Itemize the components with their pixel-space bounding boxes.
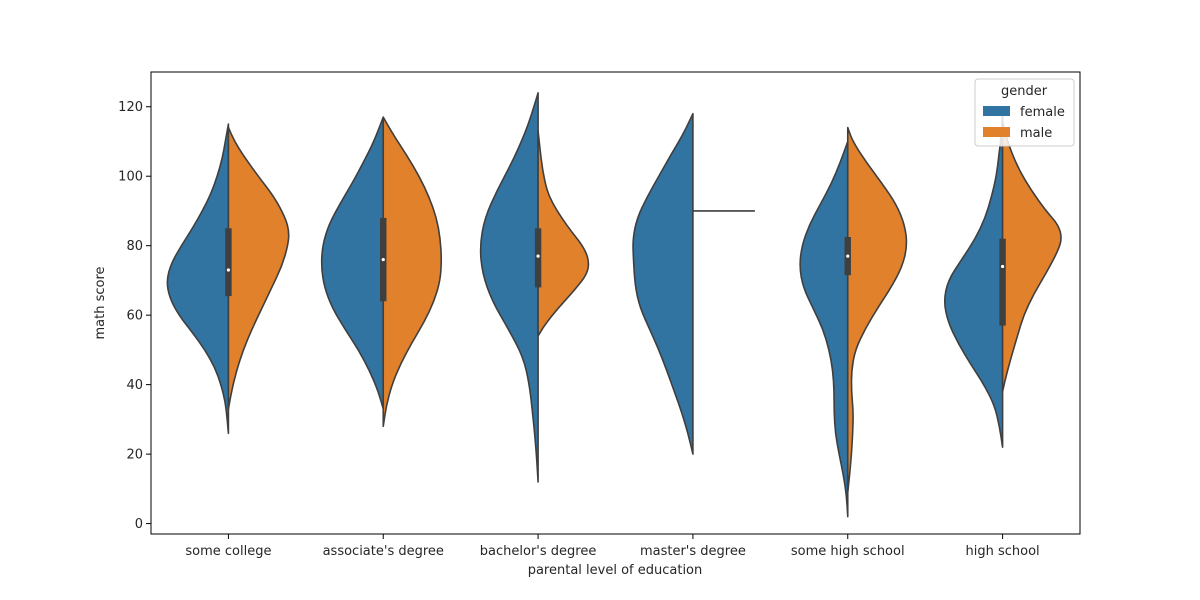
violin-male-4	[846, 126, 908, 494]
y-axis: 0 20 40 60 80 100 120	[118, 100, 151, 532]
iqr-box	[534, 228, 542, 288]
violin-male-0	[227, 126, 290, 410]
median-point	[1000, 264, 1005, 269]
plot-area-frame	[150, 71, 1081, 535]
legend-label-female: female	[1020, 105, 1065, 120]
y-tick-label: 80	[126, 239, 143, 254]
x-tick-label: bachelor's degree	[480, 544, 597, 559]
legend: gender female male	[974, 78, 1075, 147]
y-axis-title: math score	[93, 266, 108, 339]
violin-male-5	[1001, 119, 1062, 393]
x-tick-label: associate's degree	[323, 544, 444, 559]
violin-female-1	[320, 116, 385, 410]
median-point	[536, 254, 540, 258]
iqr-box	[225, 228, 232, 297]
x-tick-label: master's degree	[640, 544, 746, 559]
iqr-box	[999, 238, 1006, 326]
violin-female-2	[479, 92, 539, 483]
violin-male-2	[537, 130, 590, 337]
box-layer	[225, 217, 1006, 326]
x-tick-label: some college	[185, 544, 271, 559]
y-tick-label: 20	[126, 448, 143, 463]
median-point	[846, 254, 850, 258]
violin-female-0	[166, 123, 230, 435]
violin-female-3	[632, 112, 694, 455]
y-tick-label: 120	[118, 100, 143, 115]
violin-layer	[166, 92, 1062, 518]
y-tick-label: 60	[126, 309, 143, 324]
x-tick-label: high school	[966, 544, 1040, 559]
legend-swatch-female	[983, 106, 1010, 116]
violin-male-1	[382, 116, 443, 428]
median-point	[226, 268, 231, 272]
violin-female-5	[943, 112, 1004, 448]
median-point	[381, 257, 385, 262]
y-tick-label: 100	[118, 170, 143, 185]
x-axis: some college associate's degree bachelor's…	[185, 534, 1040, 559]
y-tick-label: 40	[126, 378, 143, 393]
x-axis-title: parental level of education	[528, 563, 703, 578]
x-tick-label: some high school	[791, 544, 905, 559]
violin-female-4	[799, 140, 849, 518]
y-tick-label: 0	[135, 517, 143, 532]
legend-swatch-male	[983, 127, 1010, 137]
legend-label-male: male	[1020, 126, 1052, 141]
legend-title: gender	[1001, 84, 1048, 99]
